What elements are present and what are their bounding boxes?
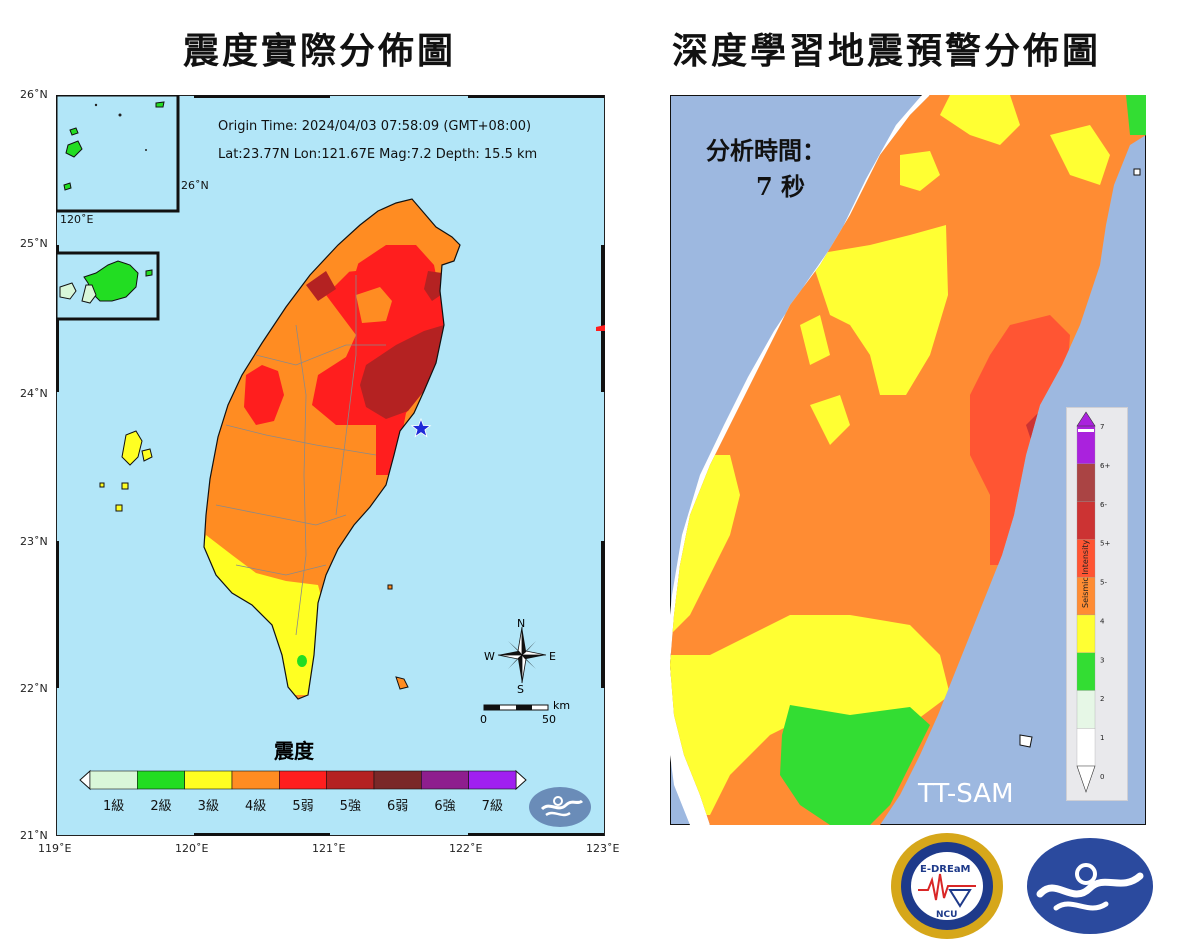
legend-label-3: 4級 bbox=[245, 799, 267, 814]
colorbar-tick-2: 6- bbox=[1100, 501, 1107, 509]
colorbar-swatch-2 bbox=[1076, 652, 1096, 691]
e-dream-logo-text: E-DREaM bbox=[920, 864, 971, 875]
lat-label-25: 25˚N bbox=[20, 237, 48, 250]
colorbar-arrow-top bbox=[1076, 411, 1096, 427]
lon-label-123: 123˚E bbox=[586, 842, 620, 855]
analysis-time-value: 7 秒 bbox=[756, 172, 806, 201]
legend-swatch-3 bbox=[231, 770, 280, 790]
legend-label-1: 2級 bbox=[150, 799, 172, 814]
scale-end: 50 bbox=[542, 713, 556, 726]
lon-label-120: 120˚E bbox=[175, 842, 209, 855]
lon-label-122: 122˚E bbox=[449, 842, 483, 855]
star-icon bbox=[410, 417, 432, 438]
green-island bbox=[387, 584, 393, 590]
colorbar-tick-8: 1 bbox=[1100, 734, 1104, 742]
lat-label-21: 21˚N bbox=[20, 829, 48, 842]
matsu-inset bbox=[54, 93, 180, 213]
colorbar-tick-6: 3 bbox=[1100, 656, 1104, 664]
legend-label-7: 6強 bbox=[434, 799, 456, 814]
lat-label-26: 26˚N bbox=[20, 88, 48, 101]
left-map: Origin Time: 2024/04/03 07:58:09 (GMT+08… bbox=[54, 93, 605, 837]
legend-swatch-5 bbox=[326, 770, 375, 790]
intensity-legend-bar bbox=[79, 769, 527, 791]
tt-sam-label: TT-SAM bbox=[918, 779, 1014, 809]
analysis-time-label: 分析時間： bbox=[706, 136, 826, 165]
legend-label-5: 5強 bbox=[339, 799, 361, 814]
legend-swatch-2 bbox=[184, 770, 233, 790]
lon-label-119: 119˚E bbox=[38, 842, 72, 855]
lat-label-23: 23˚N bbox=[20, 535, 48, 548]
right-map-title: 深度學習地震預警分佈圖 bbox=[672, 30, 1102, 72]
e-dream-logo-sub: NCU bbox=[936, 910, 958, 920]
lat-label-22: 22˚N bbox=[20, 682, 48, 695]
lat-label-24: 24˚N bbox=[20, 387, 48, 400]
colorbar-tick-7: 2 bbox=[1100, 695, 1104, 703]
left-map-title: 震度實際分佈圖 bbox=[183, 30, 457, 72]
compass-n: N bbox=[517, 617, 526, 630]
colorbar-tick-0: 7 bbox=[1100, 423, 1104, 431]
colorbar-tick-3: 5+ bbox=[1100, 540, 1110, 548]
colorbar-swatch-6 bbox=[1076, 501, 1096, 540]
colorbar-panel: 7 6+ 6- 5+ 5- 4 3 2 1 0 Seismic Intensity bbox=[1066, 407, 1128, 801]
colorbar-marker bbox=[1078, 429, 1094, 432]
colorbar-swatch-1 bbox=[1076, 690, 1096, 729]
colorbar-tick-5: 4 bbox=[1100, 617, 1105, 625]
colorbar-swatch-7 bbox=[1076, 463, 1096, 502]
legend-swatch-1 bbox=[137, 770, 185, 790]
inset-lat-label: 26˚N bbox=[181, 179, 209, 192]
origin-time-text: Origin Time: 2024/04/03 07:58:09 (GMT+08… bbox=[218, 119, 532, 134]
compass-e: E bbox=[549, 650, 556, 663]
compass-w: W bbox=[484, 650, 495, 663]
legend-label-2: 3級 bbox=[197, 799, 219, 814]
legend-swatch-8 bbox=[468, 770, 517, 790]
colorbar-title: Seismic Intensity bbox=[1081, 539, 1090, 608]
compass-s: S bbox=[517, 683, 524, 696]
penghu-islands bbox=[99, 430, 153, 512]
legend-labels: 1級 2級 3級 4級 5弱 5強 6弱 6強 7級 bbox=[90, 795, 516, 814]
kinmen-inset bbox=[54, 251, 160, 321]
cwa-logo-icon bbox=[1026, 836, 1154, 936]
taiwan-coastline bbox=[203, 198, 461, 700]
legend-label-6: 6弱 bbox=[387, 799, 409, 814]
cwa-logo-icon bbox=[529, 787, 591, 827]
scale-bar bbox=[483, 704, 549, 711]
intensity-colorbar: 7 6+ 6- 5+ 5- 4 3 2 1 0 bbox=[1076, 411, 1110, 793]
colorbar-tick-4: 5- bbox=[1100, 579, 1107, 587]
colorbar-swatch-3 bbox=[1076, 614, 1096, 653]
inset-lon-label: 120˚E bbox=[60, 213, 94, 226]
e-dream-logo-icon: E-DREaM NCU bbox=[888, 830, 1006, 942]
legend-swatch-7 bbox=[421, 770, 469, 790]
colorbar-tick-9: 0 bbox=[1100, 773, 1104, 781]
scale-start: 0 bbox=[480, 713, 487, 726]
epicenter-info-text: Lat:23.77N Lon:121.67E Mag:7.2 Depth: 15… bbox=[218, 147, 538, 162]
legend-label-4: 5弱 bbox=[292, 799, 314, 814]
legend-swatch-0 bbox=[89, 770, 138, 790]
legend-swatch-6 bbox=[373, 770, 422, 790]
orchid-island bbox=[1019, 734, 1033, 748]
scale-unit: km bbox=[553, 699, 571, 712]
legend-swatch-4 bbox=[279, 770, 327, 790]
colorbar-arrow-bottom bbox=[1076, 765, 1096, 793]
colorbar-swatch-0 bbox=[1076, 728, 1096, 767]
legend-title: 震度 bbox=[274, 739, 314, 763]
compass-icon bbox=[497, 626, 547, 684]
legend-label-0: 1級 bbox=[103, 799, 125, 814]
right-map: 分析時間： 7 秒 TT-SAM 7 6+ 6- 5+ 5- 4 3 2 1 0 Seismic … bbox=[666, 94, 1147, 826]
legend-label-8: 7級 bbox=[481, 799, 503, 814]
colorbar-tick-1: 6+ bbox=[1100, 462, 1110, 470]
orchid-island bbox=[395, 676, 409, 690]
lon-label-121: 121˚E bbox=[312, 842, 346, 855]
